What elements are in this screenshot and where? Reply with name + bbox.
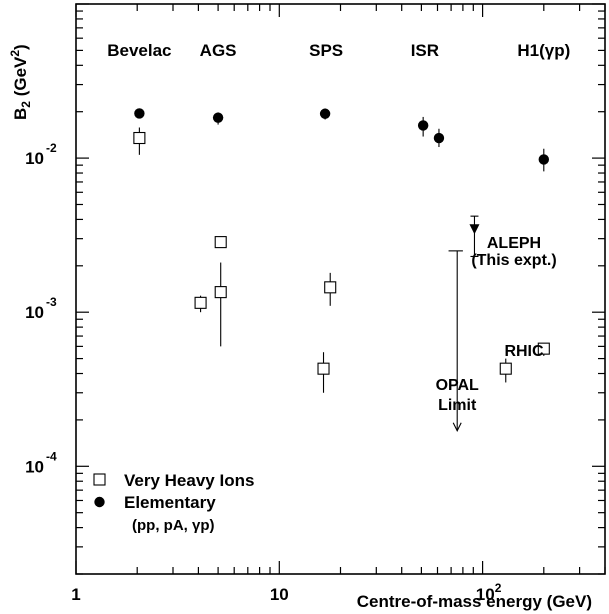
y-tick-label-exponent: -4 [46, 449, 57, 463]
y-axis-label-sub: 2 [19, 101, 33, 108]
y-tick-labels: 10-210-310-4 [25, 141, 57, 476]
x-tick-label-base: 1 [71, 585, 80, 604]
open-square-marker [537, 342, 550, 355]
x-tick-label: 102 [476, 581, 502, 604]
opal-label: OPAL [436, 377, 479, 394]
opal-label-sub: Limit [438, 397, 477, 414]
x-tick-label: 10 [270, 585, 289, 604]
open-square-marker [324, 281, 337, 294]
y-tick-label-exponent: -2 [46, 141, 57, 155]
y-axis-label-unit: (GeV [11, 56, 30, 101]
legend: Very Heavy Ions Elementary (pp, pA, γp) [93, 471, 254, 534]
annotations: ALEPH(This expt.) OPAL Limit RHIC [436, 215, 557, 433]
legend-open-square-marker [93, 473, 106, 486]
experiment-label: Bevelac [107, 41, 171, 60]
experiment-labels: Bevelac AGS SPS ISR H1(γp) [107, 41, 570, 60]
legend-label-very-heavy-ions: Very Heavy Ions [124, 471, 254, 490]
y-axis-label: B2 (GeV2) [8, 44, 33, 120]
x-tick-labels: 1 10 102 [71, 581, 501, 604]
y-axis-label-unit-sup: 2 [8, 50, 22, 57]
y-tick-label-exponent: -3 [46, 295, 57, 309]
open-square-marker [214, 286, 227, 299]
data-markers [133, 108, 550, 375]
x-tick-label-base: 10 [476, 585, 495, 604]
opal-limit-arrowhead [452, 422, 462, 433]
experiment-label: ISR [411, 41, 439, 60]
filled-circle-marker [319, 108, 331, 119]
rhic-label: RHIC [504, 343, 544, 360]
aleph-label: ALEPH [487, 235, 541, 252]
y-tick-label-base: 10 [25, 303, 44, 322]
experiment-label: H1(γp) [517, 41, 570, 60]
aleph-limit-marker [469, 224, 480, 235]
x-tick-label-exponent: 2 [495, 581, 502, 595]
open-square-marker [499, 362, 512, 375]
legend-filled-circle-marker [94, 496, 105, 508]
filled-circle-marker [417, 120, 429, 131]
open-square-marker [214, 236, 227, 249]
x-axis-label: Centre-of-mass energy (GeV) [357, 592, 592, 611]
y-axis-label-base: B [11, 108, 30, 120]
open-square-marker [133, 131, 146, 145]
open-square-marker [317, 362, 330, 375]
y-tick-label-base: 10 [25, 149, 44, 168]
x-tick-label-base: 10 [270, 585, 289, 604]
tick-marks [75, 3, 606, 575]
experiment-label: AGS [200, 41, 237, 60]
y-tick-label-base: 10 [25, 457, 44, 476]
filled-circle-marker [538, 154, 550, 165]
open-square-marker [194, 296, 207, 309]
legend-label-elementary-sub: (pp, pA, γp) [132, 517, 215, 534]
filled-circle-marker [433, 132, 445, 144]
x-tick-label: 1 [71, 585, 80, 604]
experiment-label: SPS [309, 41, 343, 60]
legend-label-elementary: Elementary [124, 493, 216, 512]
y-axis-label-unit-close: ) [11, 44, 30, 50]
filled-circle-marker [212, 112, 224, 123]
filled-circle-marker [134, 108, 145, 119]
aleph-label-sub: (This expt.) [471, 252, 556, 269]
